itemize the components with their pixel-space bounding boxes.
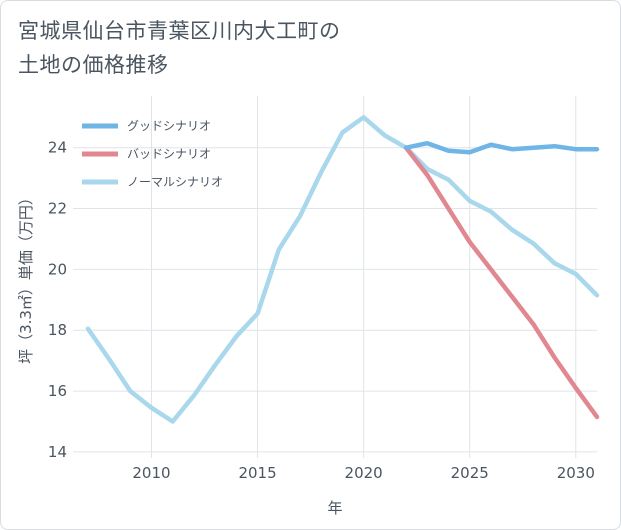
legend-label-0[interactable]: グッドシナリオ (127, 119, 211, 133)
series-line-1 (403, 145, 600, 420)
y-axis-title: 坪（3.3㎡）単価（万円） (17, 190, 35, 364)
y-tick-label-14: 14 (48, 443, 67, 461)
series-line-0 (403, 140, 600, 155)
y-tick-label-20: 20 (48, 260, 67, 278)
y-tick-label-24: 24 (48, 139, 67, 157)
chart-title-line2: 土地の価格推移 (18, 53, 169, 77)
x-tick-label-2020: 2020 (345, 464, 383, 482)
chart-title: 宮城県仙台市青葉区川内大工町の 土地の価格推移 (18, 14, 341, 82)
x-axis-title: 年 (327, 499, 342, 517)
series-lines (85, 115, 600, 424)
x-tick-label-2010: 2010 (132, 464, 170, 482)
axis-ticks: 14 16 18 20 22 24 2010 2015 2020 2025 2030 (48, 139, 595, 482)
x-tick-label-2015: 2015 (238, 464, 276, 482)
y-tick-label-22: 22 (48, 200, 67, 218)
x-tick-label-2030: 2030 (557, 464, 595, 482)
chart-title-line1: 宮城県仙台市青葉区川内大工町の (18, 19, 341, 43)
y-tick-label-16: 16 (48, 382, 67, 400)
legend-label-1[interactable]: バッドシナリオ (127, 147, 211, 161)
x-tick-label-2025: 2025 (451, 464, 489, 482)
grid (73, 96, 597, 458)
y-tick-label-18: 18 (48, 321, 67, 339)
series-line-2 (85, 115, 600, 424)
legend-label-2[interactable]: ノーマルシナリオ (127, 175, 223, 189)
